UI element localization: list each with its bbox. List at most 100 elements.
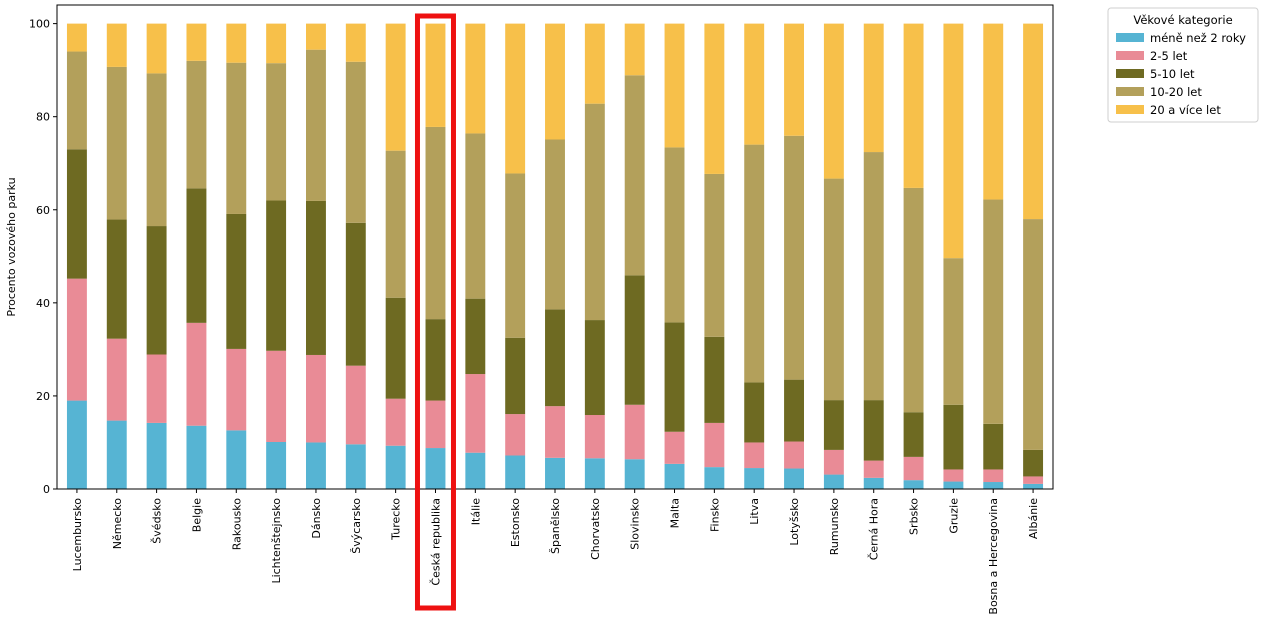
y-tick-label: 40: [36, 297, 50, 310]
x-tick-label: Srbsko: [908, 498, 921, 535]
bar-segment-2-9: [425, 319, 446, 401]
bar-segment-3-6: [306, 49, 326, 201]
bar-segment-3-24: [1023, 219, 1044, 450]
bar-segment-4-8: [385, 23, 406, 151]
bar-segment-2-3: [186, 188, 207, 323]
bar-segment-2-8: [385, 297, 406, 399]
bar-segment-4-15: [664, 23, 685, 148]
legend-items: méně než 2 roky 2-5 let 5-10 let 10-20 let 2…: [1116, 31, 1246, 117]
bar-segment-3-18: [784, 135, 804, 380]
bar-segment-1-9: [425, 400, 446, 449]
legend-label: 5-10 let: [1150, 67, 1195, 81]
bar-segment-1-7: [345, 365, 366, 445]
bar-segment-4-19: [823, 23, 844, 179]
bar-segment-3-8: [385, 150, 406, 298]
bar-segment-2-23: [983, 423, 1004, 470]
bar-segment-0-5: [266, 441, 287, 489]
bar-segment-2-21: [903, 412, 924, 457]
bar-segment-1-17: [744, 442, 765, 469]
bar-segment-2-22: [943, 404, 964, 470]
x-tick-label: Švýcarsko: [350, 498, 363, 554]
bar-segment-2-2: [146, 226, 167, 355]
x-tick-label: Itálie: [469, 498, 482, 525]
bar-segment-4-11: [505, 23, 526, 174]
bar-segment-2-7: [345, 222, 366, 366]
bar-segment-1-19: [823, 449, 844, 475]
bar-segment-1-23: [983, 469, 1004, 483]
bar-segment-3-5: [266, 63, 287, 201]
bar-segment-0-3: [186, 425, 207, 489]
bar-segment-0-24: [1023, 483, 1044, 489]
bar-segment-3-14: [624, 75, 645, 276]
bar-segment-0-6: [306, 442, 326, 489]
bar-segment-3-15: [664, 147, 685, 323]
bar-segment-2-0: [66, 149, 87, 279]
x-tick-label: Lichtenštejnsko: [270, 498, 283, 584]
x-tick-label: Lotyšsko: [788, 498, 801, 546]
bar-segment-2-1: [106, 219, 127, 339]
bar-segment-4-0: [66, 23, 87, 52]
bar-segment-0-23: [983, 482, 1004, 489]
bar-segment-3-2: [146, 73, 167, 227]
bar-segment-0-22: [943, 481, 964, 489]
bar-segment-4-2: [146, 23, 167, 74]
legend-label: méně než 2 roky: [1150, 31, 1246, 45]
bar-segment-1-6: [306, 354, 326, 443]
bar-segment-2-4: [226, 213, 247, 349]
bar-segment-0-9: [425, 448, 446, 489]
bar-segment-4-16: [704, 23, 725, 174]
legend-label: 10-20 let: [1150, 85, 1202, 99]
x-tick-label: Turecko: [390, 498, 403, 541]
bar-segment-3-0: [66, 51, 87, 150]
legend-label: 20 a více let: [1150, 103, 1221, 117]
bar-segment-3-10: [465, 133, 486, 299]
x-tick-label: Švédsko: [151, 498, 164, 544]
bar-segment-3-1: [106, 66, 127, 220]
x-tick-label: Rumunsko: [828, 498, 841, 555]
legend-swatch: [1116, 69, 1144, 78]
legend-swatch: [1116, 33, 1144, 42]
x-tick-label: Chorvatsko: [589, 498, 602, 560]
y-axis: 0 20 40 60 80 100: [29, 18, 57, 496]
bar-segment-4-9: [425, 23, 446, 127]
bar-segment-1-1: [106, 338, 127, 421]
bar-segment-3-3: [186, 60, 207, 189]
bar-segment-4-24: [1023, 23, 1044, 220]
bar-segment-3-7: [345, 61, 366, 223]
bar-segment-1-8: [385, 398, 406, 446]
legend-title: Věkové kategorie: [1133, 13, 1232, 27]
bar-segment-1-22: [943, 469, 964, 482]
bar-segment-1-16: [704, 422, 725, 468]
bar-segment-3-11: [505, 173, 526, 338]
x-tick-label: Malta: [669, 498, 682, 528]
bar-segment-0-17: [744, 468, 765, 489]
bar-segment-4-18: [784, 23, 804, 136]
bar-segment-0-1: [106, 420, 127, 489]
bar-segment-4-23: [983, 23, 1004, 200]
x-tick-label: Slovinsko: [629, 498, 642, 550]
x-tick-label: Španělsko: [549, 498, 562, 554]
bar-segment-1-14: [624, 404, 645, 460]
bar-segment-4-1: [106, 23, 127, 67]
bar-segment-0-8: [385, 445, 406, 489]
x-tick-label: Finsko: [708, 498, 721, 532]
bar-segment-2-6: [306, 200, 326, 355]
bar-segment-1-4: [226, 348, 247, 431]
y-tick-label: 80: [36, 111, 50, 124]
y-tick-label: 0: [43, 483, 50, 496]
x-tick-label: Belgie: [190, 498, 203, 532]
y-axis-label: Procento vozového parku: [5, 177, 18, 316]
bar-segment-1-18: [784, 441, 804, 469]
bar-segment-3-23: [983, 199, 1004, 424]
bar-segment-0-15: [664, 463, 685, 489]
legend-swatch: [1116, 51, 1144, 60]
legend-swatch: [1116, 87, 1144, 96]
bar-segment-2-17: [744, 382, 765, 443]
bar-segment-1-12: [545, 406, 565, 458]
y-tick-label: 20: [36, 390, 50, 403]
bar-segment-0-14: [624, 459, 645, 489]
bar-segment-2-18: [784, 379, 804, 442]
bar-segment-2-10: [465, 298, 486, 375]
bar-segment-2-24: [1023, 449, 1044, 477]
bars-layer: [66, 23, 1044, 489]
